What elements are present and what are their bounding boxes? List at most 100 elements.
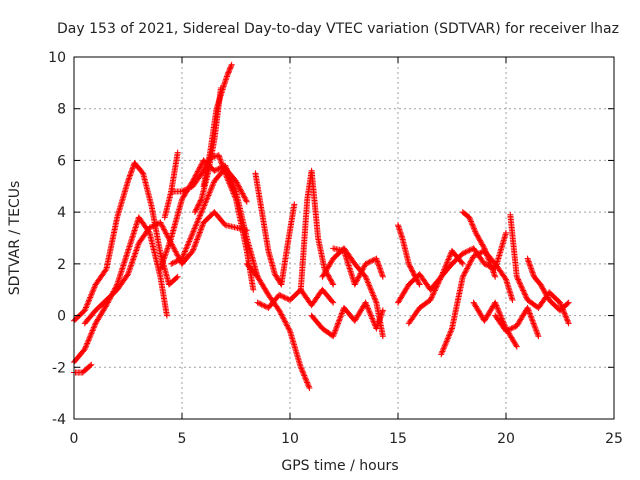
data-point <box>194 218 201 225</box>
data-point <box>518 283 525 290</box>
data-point <box>365 259 372 266</box>
data-point <box>197 162 204 169</box>
data-point <box>188 232 195 239</box>
data-point <box>231 191 238 198</box>
data-point <box>285 325 292 332</box>
data-point <box>504 327 511 334</box>
data-point <box>125 269 132 276</box>
data-point <box>167 236 174 243</box>
series-arc-q <box>330 245 386 288</box>
data-point <box>130 256 137 263</box>
data-point <box>495 306 502 313</box>
data-point <box>197 211 204 218</box>
data-point <box>127 265 134 272</box>
data-point <box>184 185 191 192</box>
data-point <box>222 171 229 178</box>
data-point <box>441 344 448 351</box>
data-point <box>430 290 437 297</box>
series-arc-k <box>243 260 313 391</box>
data-point <box>481 260 488 267</box>
series-arc-u <box>438 247 516 358</box>
data-point <box>408 266 415 273</box>
data-point <box>89 328 95 335</box>
data-point <box>336 317 343 324</box>
data-point <box>433 284 440 291</box>
data-point <box>207 186 214 193</box>
data-point <box>135 241 142 248</box>
data-point <box>428 295 435 302</box>
data-point <box>258 301 265 308</box>
data-point <box>495 308 502 315</box>
data-point <box>366 282 373 289</box>
data-point <box>166 239 173 246</box>
data-point <box>540 286 547 293</box>
data-point <box>363 301 370 308</box>
data-point <box>297 364 304 371</box>
data-point <box>190 228 197 235</box>
data-point <box>480 244 487 251</box>
data-point <box>366 258 373 265</box>
data-point <box>201 202 208 209</box>
data-point <box>88 291 95 298</box>
data-point <box>327 276 334 283</box>
data-point <box>226 180 233 187</box>
data-point <box>562 313 569 320</box>
data-point <box>190 245 197 252</box>
data-point <box>443 339 449 346</box>
data-point <box>190 246 197 253</box>
data-point <box>89 288 96 295</box>
data-point <box>305 383 312 390</box>
data-point <box>300 371 307 378</box>
data-point <box>182 247 189 254</box>
data-point <box>329 280 336 287</box>
data-point <box>563 316 570 323</box>
data-point <box>91 284 98 291</box>
data-point <box>503 328 509 335</box>
data-point <box>191 243 198 250</box>
data-point <box>83 304 89 311</box>
data-point <box>532 324 539 331</box>
data-point <box>562 312 569 319</box>
data-point <box>526 309 533 316</box>
data-point <box>226 66 233 73</box>
data-point <box>174 257 181 264</box>
data-point <box>283 321 290 328</box>
data-point <box>171 245 178 252</box>
data-point <box>459 250 466 257</box>
data-point <box>86 297 92 304</box>
data-point <box>444 336 451 343</box>
data-point <box>225 178 232 185</box>
data-point <box>197 228 204 235</box>
data-point <box>333 323 340 330</box>
data-point <box>203 198 209 205</box>
data-point <box>280 315 287 322</box>
data-point <box>492 299 499 306</box>
data-point <box>471 227 478 234</box>
data-point <box>126 266 133 273</box>
data-point <box>427 297 434 304</box>
y-tick-label-8: 8 <box>57 102 66 118</box>
data-point <box>409 268 416 275</box>
x-tick-label-10: 10 <box>281 431 299 447</box>
data-point <box>157 266 164 273</box>
series-arc-p <box>308 299 386 340</box>
series-arc-m <box>254 286 337 311</box>
data-point <box>161 254 168 261</box>
data-point <box>237 186 244 193</box>
data-point <box>524 304 531 311</box>
data-point <box>132 250 139 257</box>
data-point <box>415 280 422 287</box>
data-point <box>84 339 91 346</box>
data-point <box>528 314 535 321</box>
data-point <box>486 259 493 266</box>
data-point <box>463 248 470 255</box>
data-point <box>520 287 527 294</box>
data-point <box>224 70 231 77</box>
data-point <box>84 340 91 347</box>
data-point <box>379 333 386 340</box>
data-point <box>433 283 440 290</box>
data-point <box>325 273 332 280</box>
data-point <box>281 317 288 324</box>
data-point <box>431 287 438 294</box>
data-point <box>242 196 249 203</box>
